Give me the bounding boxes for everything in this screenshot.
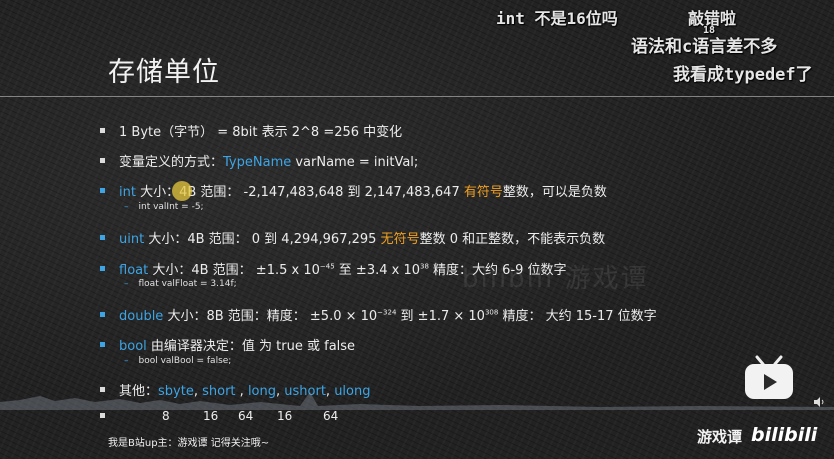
danmaku-comment: 敲错啦 bbox=[688, 9, 737, 28]
double-range-a: 大小：8B 范围：精度： ±5.0 × 10 bbox=[163, 309, 378, 324]
int-range: 大小：4B 范围： -2,147,483,648 到 2,147,483,647 bbox=[135, 185, 464, 200]
long-keyword: long bbox=[247, 384, 276, 399]
bullet-dot bbox=[100, 312, 105, 317]
bool-example-code: bool valBool = false; bbox=[138, 356, 232, 366]
size-ulong: 64 bbox=[323, 409, 339, 423]
uint-range: 大小：4B 范围： 0 到 4,294,967,295 bbox=[144, 232, 381, 247]
bullet-dot bbox=[100, 413, 105, 418]
byte-text: 1 Byte（字节） = 8bit 表示 2^8 =256 中变化 bbox=[119, 125, 403, 140]
channel-name: 游戏谭 bbox=[697, 428, 743, 446]
typename-keyword: TypeName bbox=[223, 155, 292, 170]
bullet-uint: uint 大小：4B 范围： 0 到 4,294,967,295 无符号整数 0… bbox=[100, 228, 605, 247]
bilibili-tv-icon bbox=[745, 355, 793, 399]
cursor-highlight bbox=[172, 181, 192, 201]
others-label: 其他： bbox=[119, 384, 159, 399]
definition-label: 变量定义的方式： bbox=[119, 155, 224, 170]
bullet-dot bbox=[100, 188, 105, 193]
float-keyword: float bbox=[119, 263, 149, 278]
bullet-dot bbox=[100, 387, 105, 392]
uint-note: 整数 0 和正整数，不能表示负数 bbox=[419, 232, 606, 247]
double-exp-max: 308 bbox=[484, 308, 499, 317]
float-precision: 精度：大约 6-9 位数字 bbox=[428, 263, 567, 278]
signed-highlight: 有符号 bbox=[463, 185, 503, 200]
double-range-b: 到 ±1.7 × 10 bbox=[396, 309, 485, 324]
int-example: – int valInt = -5; bbox=[124, 202, 204, 212]
float-example-code: float valFloat = 3.14f; bbox=[138, 279, 237, 289]
bullet-sizes bbox=[100, 410, 119, 425]
bullet-bool: bool 由编译器决定：值 为 true 或 false bbox=[100, 335, 355, 354]
bullet-byte: 1 Byte（字节） = 8bit 表示 2^8 =256 中变化 bbox=[100, 121, 402, 140]
uint-keyword: uint bbox=[119, 232, 145, 247]
danmaku-comment: 语法和c语言差不多 bbox=[631, 37, 778, 57]
definition-syntax: varName = initVal; bbox=[291, 155, 419, 170]
danmaku-comment: int 不是16位吗 bbox=[496, 9, 618, 28]
float-exp-min: −45 bbox=[319, 262, 335, 271]
float-range-a: 大小：4B 范围： ±1.5 x 10 bbox=[148, 263, 320, 278]
audio-waveform bbox=[0, 392, 834, 410]
unsigned-highlight: 无符号 bbox=[380, 232, 420, 247]
short-keyword: short bbox=[202, 384, 236, 399]
float-example: – float valFloat = 3.14f; bbox=[124, 279, 237, 289]
bullet-double: double 大小：8B 范围：精度： ±5.0 × 10−324 到 ±1.7… bbox=[100, 305, 657, 324]
int-note: 整数，可以是负数 bbox=[502, 185, 607, 200]
ushort-keyword: ushort bbox=[284, 384, 326, 399]
size-long: 64 bbox=[238, 409, 254, 423]
slide-title: 存储单位 bbox=[108, 57, 220, 88]
float-range-b: 至 ±3.4 x 10 bbox=[334, 263, 420, 278]
size-ushort: 16 bbox=[277, 409, 293, 423]
bullet-others: 其他：sbyte, short , long, ushort, ulong bbox=[100, 380, 370, 399]
sbyte-keyword: sbyte bbox=[158, 384, 194, 399]
bullet-int: int 大小：4B 范围： -2,147,483,648 到 2,147,483… bbox=[100, 181, 607, 200]
int-example-code: int valInt = -5; bbox=[138, 202, 204, 212]
footer-text: 我是B站up主：游戏谭 记得关注哦~ bbox=[108, 438, 270, 449]
danmaku-comment: 我看成typedef了 bbox=[673, 65, 813, 85]
bullet-dot bbox=[100, 266, 105, 271]
bullet-dot bbox=[100, 128, 105, 133]
watermark: bilibili 游戏谭 bbox=[462, 264, 649, 294]
bullet-float: float 大小：4B 范围： ±1.5 x 10−45 至 ±3.4 x 10… bbox=[100, 259, 567, 278]
size-short: 16 bbox=[203, 409, 219, 423]
double-precision: 精度： 大约 15-17 位数字 bbox=[498, 309, 657, 324]
bool-example: – bool valBool = false; bbox=[124, 356, 232, 366]
bullet-dot bbox=[100, 235, 105, 240]
size-sbyte: 8 bbox=[162, 409, 170, 423]
bullet-dot bbox=[100, 342, 105, 347]
bullet-dot bbox=[100, 158, 105, 163]
ulong-keyword: ulong bbox=[334, 384, 371, 399]
bilibili-logo: bilibili bbox=[751, 424, 818, 446]
double-keyword: double bbox=[119, 309, 164, 324]
volume-icon[interactable] bbox=[813, 396, 825, 408]
double-exp-min: −324 bbox=[377, 308, 397, 317]
danmaku-comment: 18 bbox=[703, 25, 716, 36]
bool-note: 由编译器决定：值 为 true 或 false bbox=[146, 339, 356, 354]
bullet-definition: 变量定义的方式：TypeName varName = initVal; bbox=[100, 151, 418, 170]
float-exp-max: 38 bbox=[420, 262, 429, 271]
title-divider bbox=[0, 96, 834, 97]
bool-keyword: bool bbox=[119, 339, 147, 354]
int-keyword: int bbox=[119, 185, 136, 200]
